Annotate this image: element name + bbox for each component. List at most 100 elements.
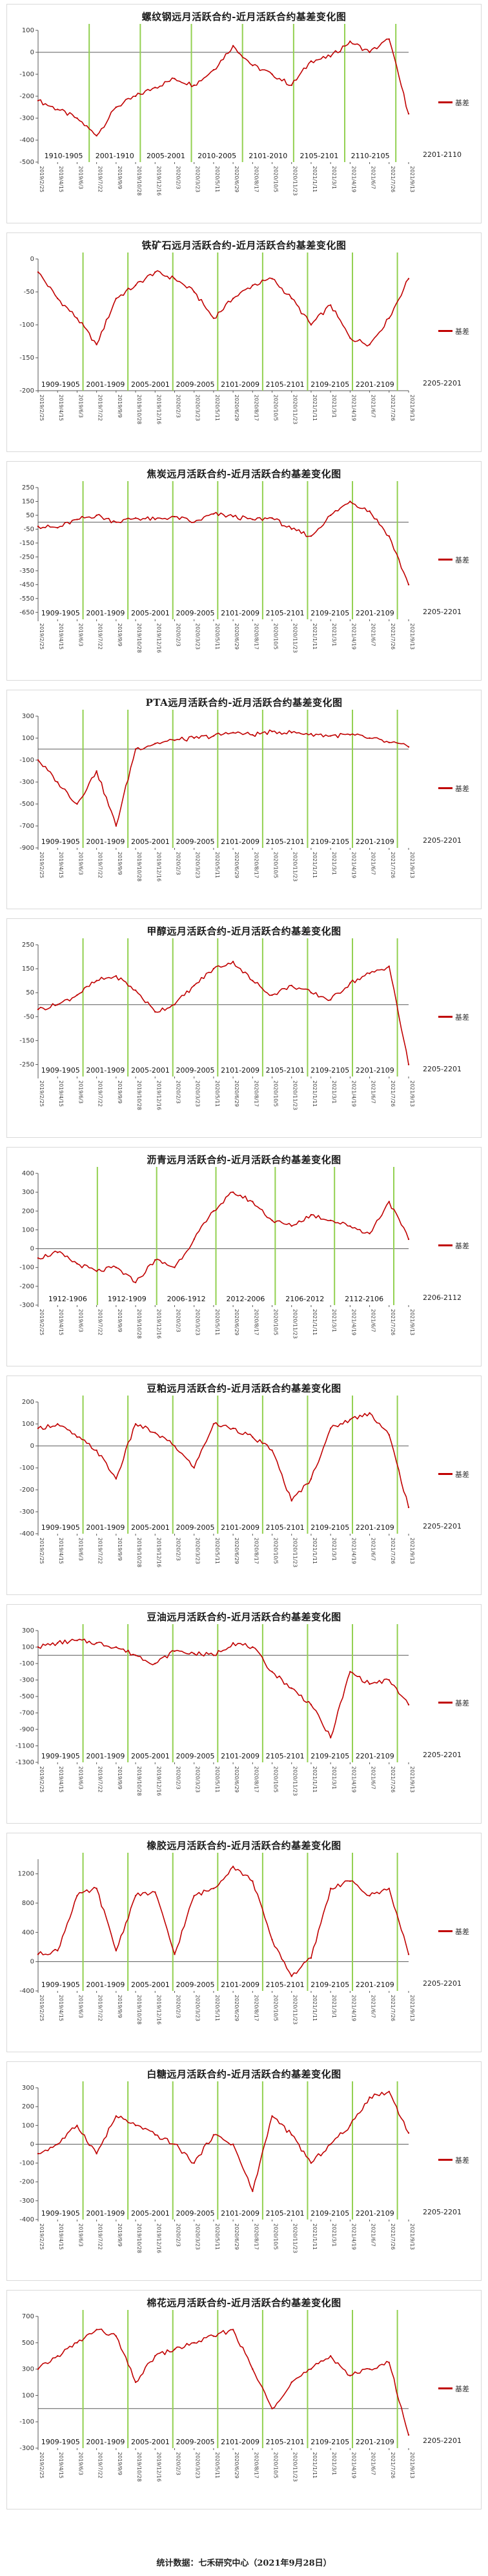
y-tick-label: -400 [19, 2216, 34, 2223]
x-tick-label: 2020/5/11 [214, 395, 220, 421]
x-tick-label: 2021/6/7 [371, 1538, 376, 1561]
x-tick-label: 2020/5/11 [214, 623, 220, 650]
data-point [232, 1642, 234, 1644]
data-point [37, 1646, 39, 1648]
chart-title: 甲醇远月活跃合约-近月活跃合约基差变化图 [147, 925, 341, 937]
y-tick-label: 100 [22, 2122, 34, 2129]
x-tick-label: 2020/11/23 [292, 1995, 298, 2025]
segment-label: 2109-2105 [310, 2209, 349, 2218]
y-tick-label: 300 [22, 2366, 34, 2373]
chart-panel-7: 豆油远月活跃合约-近月活跃合约基差变化图 300 100 -100 -300 -500 -7… [6, 1604, 482, 1824]
segment-label: 2105-2101 [300, 152, 338, 160]
data-point [388, 1434, 390, 1436]
data-point [37, 759, 39, 761]
data-point [76, 1436, 78, 1438]
data-point [96, 344, 97, 345]
x-tick-label: 2020/5/11 [214, 1538, 220, 1564]
legend-label: 基差 [455, 2156, 469, 2165]
x-tick-label: 2019/7/22 [97, 1309, 103, 1335]
x-tick-label: 2019/7/22 [97, 1766, 103, 1793]
segment-label: 2109-2105 [310, 2438, 349, 2446]
x-tick-label: 2019/9/9 [117, 1766, 123, 1789]
y-tick-label: 100 [22, 1226, 34, 1233]
data-point [388, 741, 390, 743]
x-tick-label: 2019/12/16 [156, 166, 161, 196]
x-tick-label: 2021/3/1 [331, 1309, 337, 1332]
x-tick-label: 2020/8/17 [253, 2452, 259, 2478]
x-tick-label: 2021/9/13 [409, 2452, 415, 2478]
legend-label: 基差 [455, 785, 469, 793]
x-tick-label: 2021/9/13 [409, 2223, 415, 2250]
chart-title: 焦炭远月活跃合约-近月活跃合约基差变化图 [147, 468, 341, 480]
legend-label: 基差 [455, 1242, 469, 1250]
next-contract-label: 2205-2201 [423, 836, 462, 845]
x-tick-label: 2020/2/3 [175, 1080, 181, 1104]
x-tick-label: 2019/2/25 [39, 2223, 45, 2250]
chart-title: 棉花远月活跃合约-近月活跃合约基差变化图 [147, 2297, 341, 2309]
data-point [96, 2329, 97, 2331]
x-tick-label: 2021/3/1 [331, 623, 337, 646]
next-contract-label: 2205-2201 [423, 608, 462, 616]
segment-label: 2109-2105 [310, 1523, 349, 1532]
data-point [310, 733, 312, 735]
data-point [134, 2125, 137, 2127]
x-tick-label: 2021/4/19 [351, 1995, 356, 2021]
data-point [57, 1642, 59, 1644]
data-point [212, 2335, 215, 2337]
data-point [252, 284, 254, 286]
next-contract-label: 2205-2201 [423, 2208, 462, 2216]
data-point [57, 298, 59, 300]
legend-label: 基差 [455, 2385, 469, 2393]
data-point [154, 2355, 156, 2357]
legend-swatch [438, 1244, 452, 1246]
segment-label: 2010-2005 [198, 152, 236, 160]
y-tick-label: 0 [30, 1443, 34, 1450]
data-point [193, 1895, 195, 1897]
chart-panel-1: 铁矿石远月活跃合约-近月活跃合约基差变化图 0 -50 -100 -150 -200 190… [6, 232, 482, 452]
segment-label: 2001-1909 [86, 838, 125, 846]
legend-swatch [438, 787, 452, 789]
x-tick-label: 2019/7/22 [97, 1995, 103, 2021]
next-contract-label: 2206-2112 [423, 1293, 462, 1302]
x-tick-label: 2019/10/28 [136, 2452, 142, 2482]
segment-label: 2110-2105 [351, 152, 390, 160]
x-tick-label: 2021/6/7 [371, 395, 376, 418]
x-tick-label: 2020/2/3 [175, 1309, 181, 1332]
x-tick-label: 2020/8/17 [253, 623, 259, 650]
data-point [154, 519, 156, 520]
x-tick-label: 2020/6/29 [234, 623, 239, 650]
data-point [212, 2134, 215, 2136]
x-tick-label: 2021/9/13 [409, 1995, 415, 2021]
data-point [174, 2143, 176, 2145]
data-point [290, 84, 292, 87]
data-point [57, 1252, 59, 1253]
data-point [134, 284, 137, 286]
x-tick-label: 2021/7/26 [390, 1766, 396, 1793]
segment-label: 2112-2106 [345, 1295, 383, 1303]
x-tick-label: 2021/7/26 [390, 166, 396, 192]
data-point [115, 825, 117, 827]
data-point [57, 527, 59, 529]
segment-label: 2005-2001 [131, 2438, 170, 2446]
x-tick-label: 2019/2/25 [39, 1080, 45, 1107]
y-tick-label: 500 [22, 2340, 34, 2347]
y-tick-label: 300 [22, 1627, 34, 1634]
x-tick-label: 2021/1/11 [312, 1995, 318, 2021]
x-tick-label: 2019/6/3 [77, 1309, 83, 1332]
data-point [232, 515, 234, 518]
x-tick-label: 2019/10/28 [136, 395, 142, 424]
data-point [134, 1654, 137, 1656]
x-tick-label: 2021/7/26 [390, 1995, 396, 2021]
legend-label: 基差 [455, 1928, 469, 1936]
segment-label: 2109-2105 [310, 609, 349, 617]
y-tick-label: -50 [24, 526, 34, 533]
data-point [193, 84, 195, 87]
data-point [329, 2355, 332, 2357]
data-point [154, 743, 156, 745]
data-point [212, 967, 215, 970]
data-point [252, 2190, 254, 2192]
x-tick-label: 2020/8/17 [253, 1766, 259, 1793]
data-point [349, 1880, 351, 1882]
x-tick-label: 2020/10/5 [273, 852, 279, 878]
